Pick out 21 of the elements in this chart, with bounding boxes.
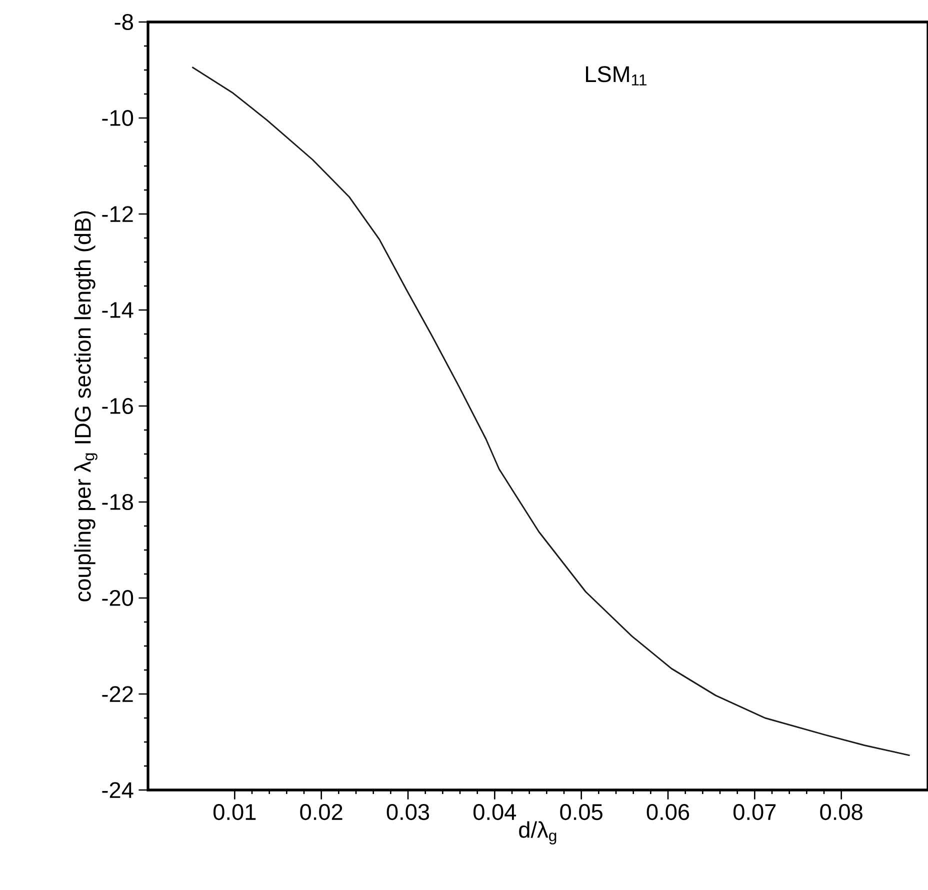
annotation: LSM$_{11}$	[586, 66, 646, 86]
x-tick-label: 0.03	[386, 804, 430, 820]
y-tick-label: -14	[102, 302, 134, 318]
x-tick-label: 0.06	[646, 804, 690, 820]
x-tick-label: 0.07	[733, 804, 776, 820]
y-tick-label: -10	[102, 110, 134, 126]
y-tick-label: -16	[102, 398, 133, 414]
x-tick-label: 0.04	[473, 804, 516, 820]
x-axis-title: d/λ$_{g}$	[519, 821, 556, 844]
x-tick-label: 0.08	[820, 804, 862, 820]
y-tick-label: -22	[102, 686, 133, 702]
y-tick-label: -12	[102, 206, 133, 222]
x-tick-label: 0.01	[213, 804, 256, 820]
y-tick-label: -20	[102, 590, 134, 606]
x-tick-label: 0.05	[560, 804, 602, 820]
x-tick-label: 0.02	[300, 804, 342, 820]
y-tick-label: -18	[102, 494, 133, 510]
line-series	[191, 66, 911, 756]
y-axis-title: coupling per λ$_{g}$ IDG section length (dB)	[74, 211, 98, 602]
y-tick-label: -8	[114, 14, 133, 30]
y-tick-label: -24	[102, 782, 134, 798]
